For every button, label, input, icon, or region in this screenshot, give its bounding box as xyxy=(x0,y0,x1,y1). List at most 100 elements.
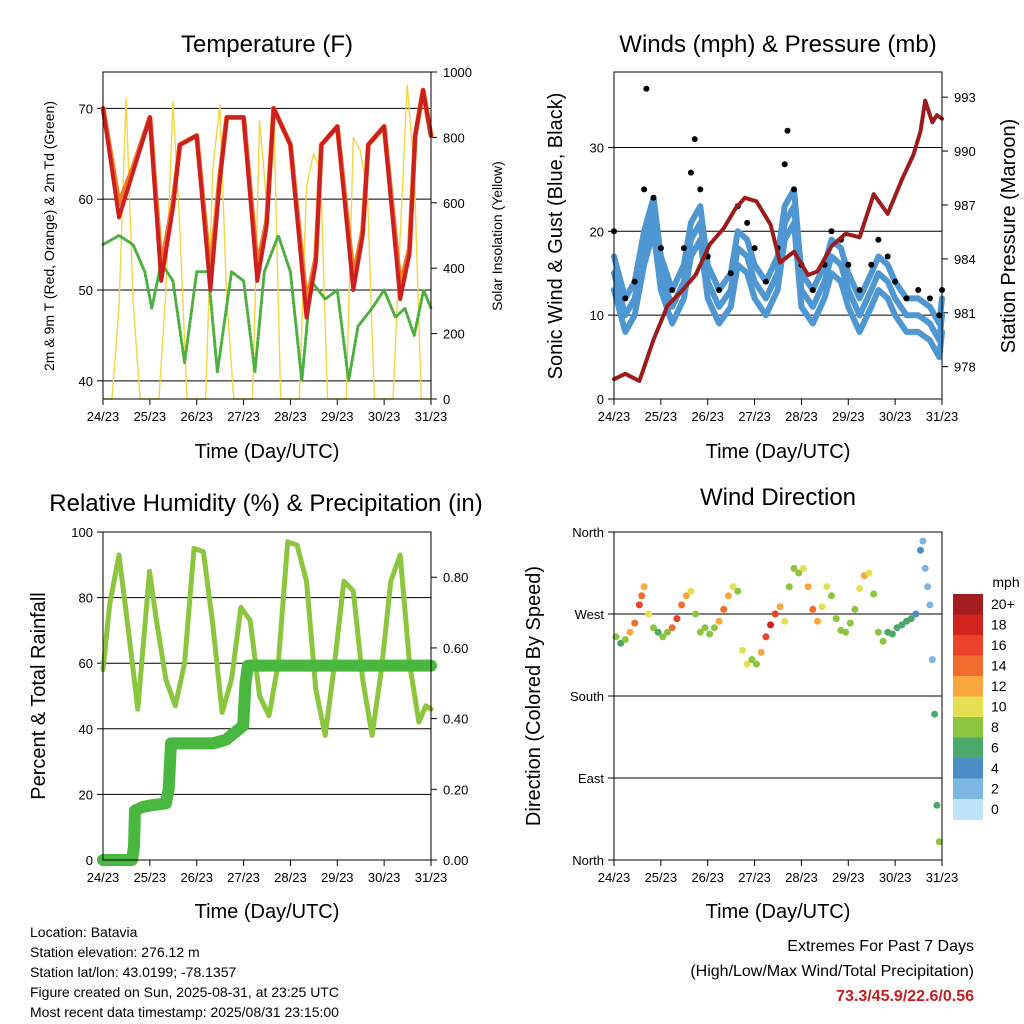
gust-point xyxy=(903,295,910,302)
direction-point xyxy=(933,801,941,809)
info-timestamp: Most recent data timestamp: 2025/08/31 2… xyxy=(30,1004,339,1020)
direction-point xyxy=(776,603,784,611)
direction-point xyxy=(706,630,714,638)
x-tick-label: 28/23 xyxy=(785,409,818,424)
direction-point xyxy=(659,633,667,641)
y-tick-label-left: South xyxy=(570,689,604,704)
gust-point xyxy=(781,161,788,168)
y-tick-label-left: 0 xyxy=(597,392,604,407)
temperature-panel: Temperature (F) 40 50 60 70 0 200 400 600 800 100… xyxy=(41,31,505,463)
dewpoint-line xyxy=(101,234,433,383)
x-tick-label: 25/23 xyxy=(645,409,678,424)
x-tick-label: 26/23 xyxy=(180,870,213,885)
y-tick-label-left: 70 xyxy=(79,101,93,116)
colorbar-label: 14 xyxy=(991,658,1007,674)
gust-point xyxy=(845,261,852,268)
gust-point xyxy=(650,194,657,201)
gust-point xyxy=(791,186,797,193)
gust-point xyxy=(727,270,734,277)
direction-point xyxy=(715,617,723,625)
temperature-ylabel-right: Solar Insolation (Yellow) xyxy=(489,161,505,311)
gust-point xyxy=(936,312,943,319)
x-tick-label: 27/23 xyxy=(738,870,771,885)
colorbar-label: 2 xyxy=(991,781,999,797)
x-tick-label: 28/23 xyxy=(274,870,307,885)
extremes-title: Extremes For Past 7 Days xyxy=(787,938,974,955)
y-tick-label-left: 50 xyxy=(79,283,93,298)
direction-point xyxy=(673,615,681,623)
y-tick-label-right: 984 xyxy=(954,252,976,267)
y-tick-label-left: 100 xyxy=(71,525,93,540)
gust-point xyxy=(762,278,769,285)
gust-point xyxy=(856,287,863,293)
gust-point xyxy=(716,287,723,293)
gust-point xyxy=(669,287,676,293)
y-tick-label-left: 60 xyxy=(79,192,93,207)
y-tick-label-right: 600 xyxy=(443,196,465,211)
extremes-subtitle: (High/Low/Max Wind/Total Precipitation) xyxy=(690,963,974,980)
colorbar-swatch xyxy=(953,778,983,800)
gust-point xyxy=(784,127,791,134)
x-tick-label: 29/23 xyxy=(321,870,354,885)
colorbar-title: mph xyxy=(992,574,1019,590)
x-tick-label: 29/23 xyxy=(832,870,865,885)
direction-point xyxy=(654,628,662,636)
x-tick-label: 28/23 xyxy=(785,870,818,885)
humidity-title: Relative Humidity (%) & Precipitation (i… xyxy=(49,490,482,517)
direction-point xyxy=(842,628,850,636)
gust-point xyxy=(892,278,899,285)
direction-point xyxy=(795,569,803,577)
plot-border xyxy=(102,531,432,861)
direction-point xyxy=(762,633,770,641)
direction-plot-area: North East South West North 24/23 25/23 26/23 27… xyxy=(570,525,958,885)
station-info: Location: Batavia Station elevation: 276… xyxy=(30,922,339,1022)
x-tick-label: 27/23 xyxy=(738,409,771,424)
direction-point xyxy=(701,624,709,632)
direction-point xyxy=(919,537,927,545)
info-elevation: Station elevation: 276.12 m xyxy=(30,944,200,960)
direction-point xyxy=(931,710,939,718)
x-tick-label: 31/23 xyxy=(415,870,448,885)
gust-point xyxy=(875,236,882,243)
gust-point xyxy=(631,278,638,285)
temp-2m-line xyxy=(101,88,433,320)
temperature-plot-area: 40 50 60 70 0 200 400 600 800 1000 24/23 25/23 26/23… xyxy=(79,65,472,424)
direction-point xyxy=(640,583,648,591)
y-tick-label-right: 0.00 xyxy=(443,853,468,868)
direction-point xyxy=(851,605,859,613)
colorbar-swatch xyxy=(953,676,983,697)
gust-point xyxy=(809,287,816,293)
plot-border xyxy=(102,71,432,400)
extremes-values: 73.3/45.9/22.6/0.56 xyxy=(836,988,974,1005)
colorbar-label: 20+ xyxy=(991,596,1015,612)
x-tick-label: 25/23 xyxy=(134,409,167,424)
y-tick-label-left: 20 xyxy=(590,224,604,239)
temperature-xlabel: Time (Day/UTC) xyxy=(195,441,340,463)
precip-line xyxy=(97,659,437,866)
direction-point xyxy=(729,583,737,591)
winds-panel: Winds (mph) & Pressure (mb) 0 10 20 30 978 98… xyxy=(545,31,1020,463)
direction-point xyxy=(631,619,639,627)
direction-point xyxy=(743,660,751,668)
direction-xlabel: Time (Day/UTC) xyxy=(706,901,851,923)
x-tick-label: 26/23 xyxy=(691,409,724,424)
colorbar-label: 6 xyxy=(991,740,999,756)
y-tick-label-right: 1000 xyxy=(443,65,472,80)
x-tick-label: 29/23 xyxy=(321,409,354,424)
x-tick-label: 31/23 xyxy=(926,409,959,424)
gust-point xyxy=(657,245,664,252)
direction-point xyxy=(935,838,943,846)
direction-point xyxy=(682,592,690,600)
y-tick-label-right: 800 xyxy=(443,130,465,145)
y-tick-label-left: 30 xyxy=(590,140,604,155)
humidity-ylabel-left: Percent & Total Rainfall xyxy=(28,592,50,800)
info-location: Location: Batavia xyxy=(30,924,138,940)
direction-point xyxy=(668,624,676,632)
y-tick-label-right: 978 xyxy=(954,360,976,375)
x-tick-label: 30/23 xyxy=(879,409,912,424)
direction-point xyxy=(928,656,936,664)
direction-point xyxy=(804,583,812,591)
temperature-ylabel-left: 2m & 9m T (Red, Orange) & 2m Td (Green) xyxy=(41,101,57,371)
colorbar-swatch xyxy=(953,614,983,636)
gust-point xyxy=(622,295,629,302)
